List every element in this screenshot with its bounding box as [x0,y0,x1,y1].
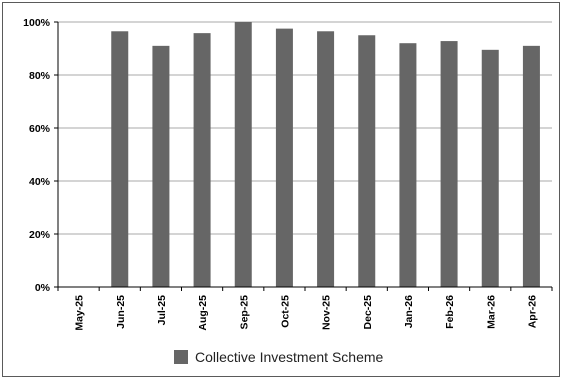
y-tick-label: 20% [29,229,51,241]
x-tick-label: Nov-25 [321,295,333,330]
bar [440,41,458,287]
legend-label: Collective Investment Scheme [195,349,384,365]
bar [275,28,293,287]
y-tick-label: 80% [29,70,51,82]
x-tick-label: Dec-25 [362,295,374,330]
bar [522,45,540,287]
x-tick-label: May-25 [74,295,86,331]
y-tick-label: 60% [29,123,51,135]
y-tick-label: 0% [35,282,51,294]
y-tick-labels: 0% 20% 40% 60% 80% 100% [23,17,51,294]
bar [111,31,129,288]
legend: Collective Investment Scheme [174,349,384,365]
bar [399,43,417,288]
x-tick-label: Jan-26 [403,295,415,328]
bar [234,22,252,287]
gridlines [58,21,552,288]
bars [111,22,540,288]
bar [358,35,376,287]
axes [54,21,553,291]
x-tick-label: Sep-25 [238,295,250,330]
x-tick-label: Apr-26 [526,295,538,328]
bar [317,31,335,288]
x-tick-label: Oct-25 [279,295,291,328]
x-tick-label: Feb-26 [444,295,456,329]
bar [152,45,170,287]
x-tick-label: Aug-25 [197,295,209,331]
bar [193,33,211,287]
legend-swatch [174,350,188,364]
x-tick-label: Jul-25 [156,295,168,326]
y-tick-label: 40% [29,176,51,188]
x-tick-labels: May-25 Jun-25 Jul-25 Aug-25 Sep-25 Oct-25 Nov-… [74,295,539,331]
bar [481,49,499,288]
x-tick-label: Mar-26 [485,295,497,329]
y-tick-label: 100% [23,17,51,29]
x-tick-label: Jun-25 [115,295,127,329]
